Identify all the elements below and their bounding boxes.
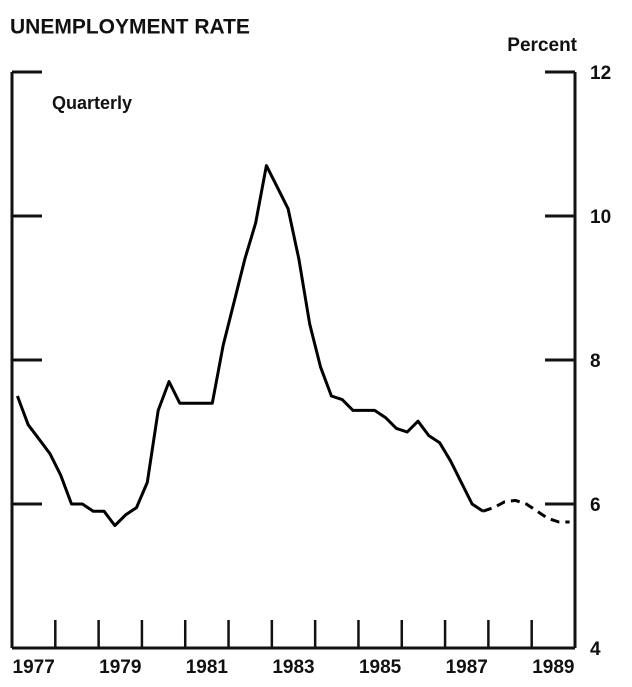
y-tick-label: 6	[590, 495, 601, 516]
y-tick-label: 10	[590, 207, 611, 228]
y-tick-label: 12	[590, 63, 611, 84]
chart-title: UNEMPLOYMENT RATE	[10, 16, 250, 39]
annotation: Quarterly	[52, 93, 132, 113]
y-tick-label: 8	[590, 351, 601, 372]
x-tick-label: 1985	[359, 657, 402, 678]
x-tick-label: 1983	[272, 657, 314, 678]
x-tick-label: 1977	[13, 657, 55, 678]
x-tick-label: 1979	[99, 657, 141, 678]
x-tick-label: 1987	[446, 657, 488, 678]
x-tick-label: 1989	[532, 657, 574, 678]
data-line	[15, 164, 484, 528]
x-tick-label: 1981	[186, 657, 229, 678]
y-axis-label: Percent	[507, 35, 577, 56]
data-line	[482, 498, 570, 524]
y-tick-label: 4	[590, 639, 601, 660]
